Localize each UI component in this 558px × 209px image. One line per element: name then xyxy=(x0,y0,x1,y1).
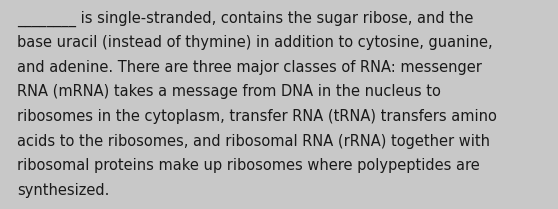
Text: acids to the ribosomes, and ribosomal RNA (rRNA) together with: acids to the ribosomes, and ribosomal RN… xyxy=(17,134,490,149)
Text: ribosomal proteins make up ribosomes where polypeptides are: ribosomal proteins make up ribosomes whe… xyxy=(17,158,479,173)
Text: synthesized.: synthesized. xyxy=(17,183,109,198)
Text: ribosomes in the cytoplasm, transfer RNA (tRNA) transfers amino: ribosomes in the cytoplasm, transfer RNA… xyxy=(17,109,497,124)
Text: and adenine. There are three major classes of RNA: messenger: and adenine. There are three major class… xyxy=(17,60,482,75)
Text: base uracil (instead of thymine) in addition to cytosine, guanine,: base uracil (instead of thymine) in addi… xyxy=(17,35,492,50)
Text: RNA (mRNA) takes a message from DNA in the nucleus to: RNA (mRNA) takes a message from DNA in t… xyxy=(17,84,441,99)
Text: ________ is single-stranded, contains the sugar ribose, and the: ________ is single-stranded, contains th… xyxy=(17,10,473,27)
